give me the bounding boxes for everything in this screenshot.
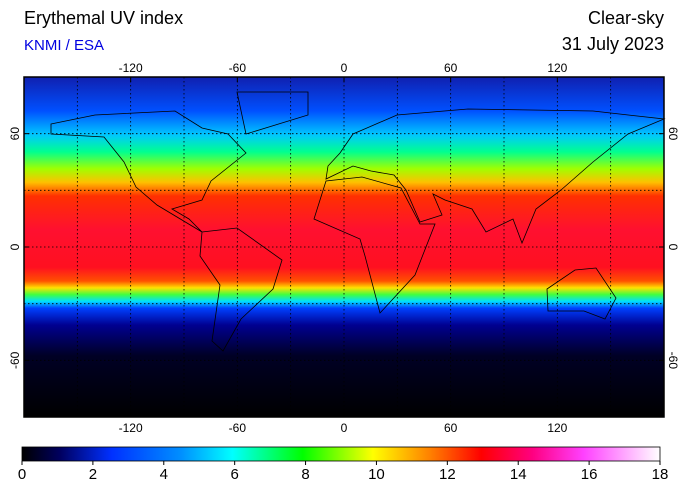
colorbar-label: 8 <box>301 466 309 483</box>
lon-label-bottom: 60 <box>444 421 458 435</box>
lat-label-left: 60 <box>8 127 22 141</box>
colorbar-label: 18 <box>652 466 669 483</box>
colorbar-label: 6 <box>230 466 238 483</box>
colorbar-label: 4 <box>160 466 168 483</box>
lon-label-bottom: 0 <box>341 421 348 435</box>
colorbar-label: 16 <box>581 466 598 483</box>
lon-label-bottom: -60 <box>229 421 247 435</box>
lat-label-left: 0 <box>8 243 22 250</box>
lat-label-right: -60 <box>666 352 680 370</box>
lat-label-right: 0 <box>666 244 680 251</box>
coastlines <box>50 91 666 352</box>
colorbar-label: 12 <box>439 466 456 483</box>
colorbar-label: 0 <box>18 466 26 483</box>
lat-label-right: 60 <box>666 127 680 141</box>
lon-label-top: 60 <box>444 61 458 75</box>
lon-label-bottom: 120 <box>547 421 567 435</box>
colorbar-label: 2 <box>89 466 97 483</box>
colorbar-label: 14 <box>510 466 527 483</box>
lat-label-left: -60 <box>8 351 22 369</box>
subtitle: KNMI / ESA <box>24 37 104 54</box>
colorbar <box>21 446 661 462</box>
condition: Clear-sky <box>588 8 664 28</box>
colorbar-label: 10 <box>368 466 385 483</box>
lon-label-top: 0 <box>341 61 348 75</box>
title: Erythemal UV index <box>24 8 183 28</box>
lon-label-bottom: -120 <box>119 421 143 435</box>
date: 31 July 2023 <box>562 34 664 54</box>
lon-label-top: -120 <box>119 61 143 75</box>
lon-label-top: 120 <box>547 61 567 75</box>
lon-label-top: -60 <box>229 61 247 75</box>
